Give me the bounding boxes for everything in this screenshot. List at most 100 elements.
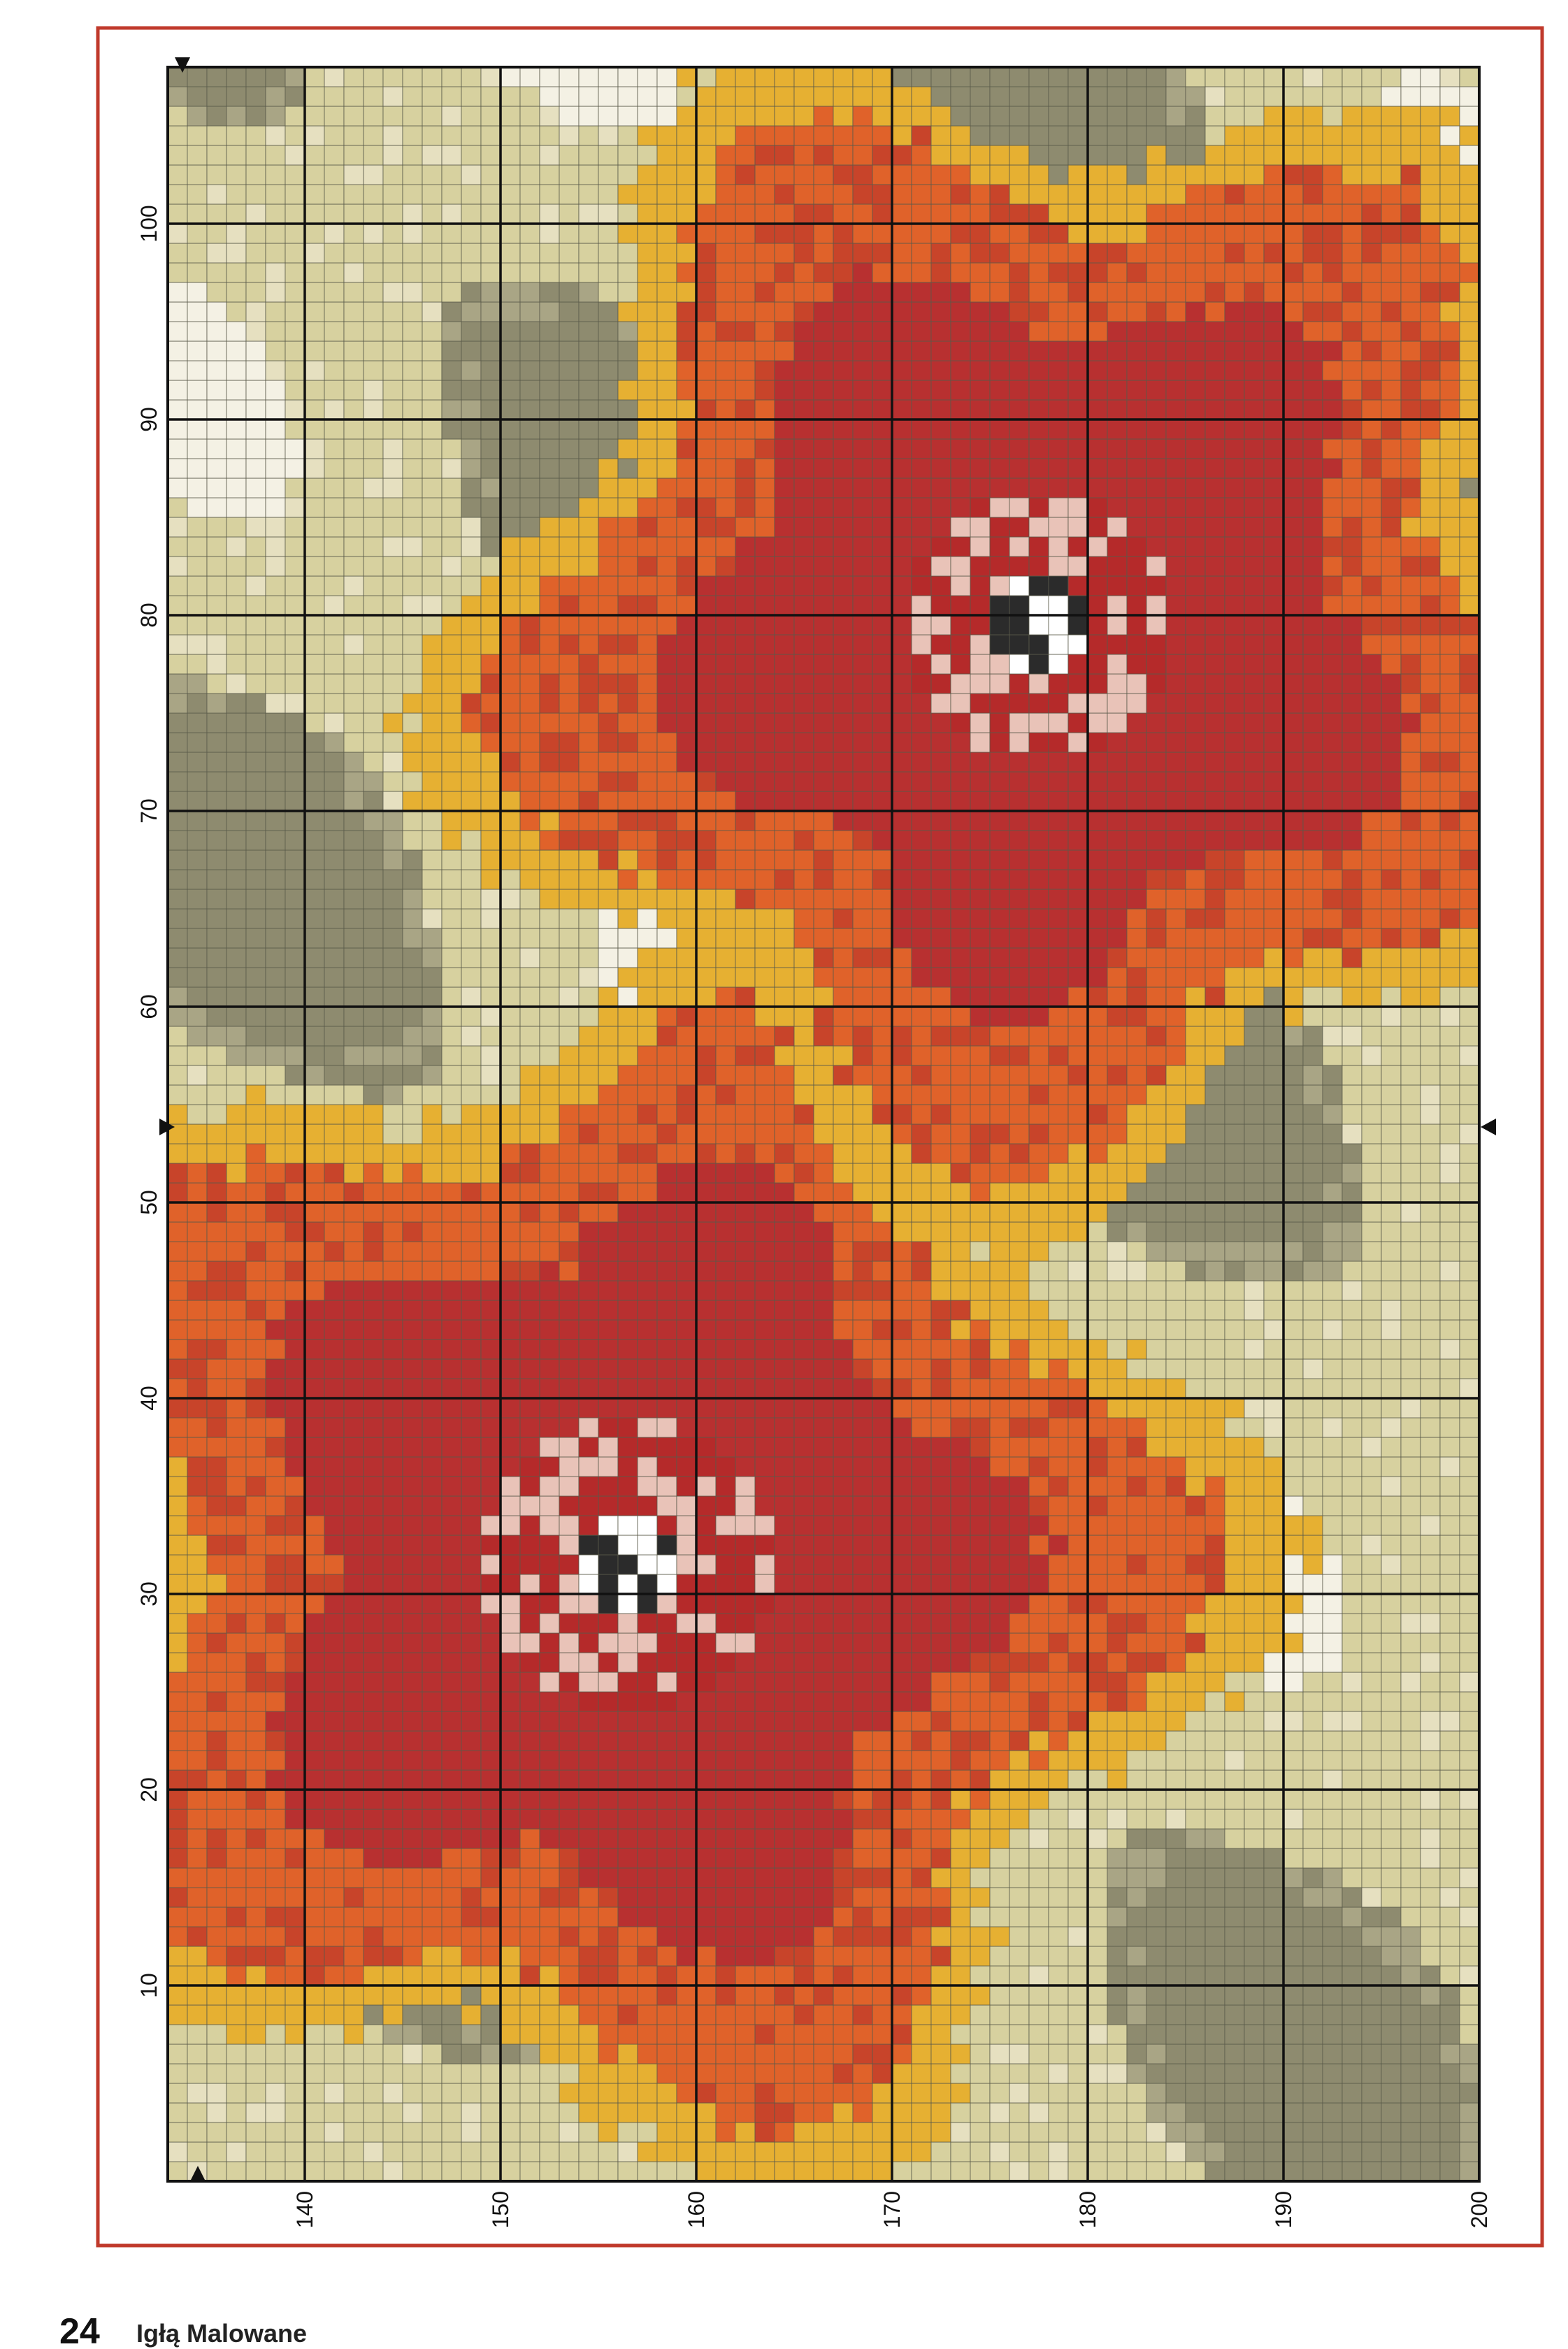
stitch — [578, 947, 599, 968]
stitch — [343, 712, 364, 733]
stitch — [402, 1260, 423, 1281]
stitch — [1185, 1515, 1206, 1536]
stitch — [617, 869, 638, 890]
stitch — [382, 2161, 403, 2182]
stitch — [970, 1730, 991, 1751]
stitch — [1420, 1006, 1441, 1027]
stitch — [1381, 1084, 1402, 1105]
stitch — [441, 1241, 462, 1262]
stitch — [1322, 1730, 1343, 1751]
stitch — [441, 1946, 462, 1967]
stitch — [1126, 928, 1147, 949]
stitch — [480, 810, 501, 831]
stitch — [1400, 967, 1421, 988]
stitch — [1067, 986, 1088, 1007]
stitch — [285, 986, 305, 1007]
stitch — [1302, 1789, 1323, 1810]
stitch — [285, 889, 305, 910]
stitch — [519, 2083, 540, 2104]
stitch — [1224, 1202, 1245, 1223]
stitch — [441, 1300, 462, 1321]
stitch — [1322, 1104, 1343, 1125]
stitch — [1459, 732, 1480, 753]
stitch — [656, 1769, 677, 1790]
stitch — [715, 1182, 736, 1203]
stitch — [637, 2161, 658, 2182]
stitch — [206, 1300, 227, 1321]
stitch — [206, 2063, 227, 2084]
stitch — [461, 928, 482, 949]
stitch — [696, 967, 717, 988]
stitch — [1283, 1026, 1304, 1047]
stitch — [324, 1319, 345, 1340]
stitch — [559, 1417, 580, 1438]
stitch — [1322, 1789, 1343, 1810]
stitch — [519, 830, 540, 851]
stitch — [1283, 1985, 1304, 2006]
stitch — [1342, 1730, 1362, 1751]
stitch — [441, 1378, 462, 1399]
stitch — [1263, 2024, 1284, 2045]
stitch — [519, 1946, 540, 1967]
stitch — [1302, 1769, 1323, 1790]
stitch — [833, 732, 854, 753]
stitch — [1322, 1006, 1343, 1027]
stitch — [970, 1260, 991, 1281]
stitch — [1263, 1985, 1284, 2006]
stitch — [813, 1574, 834, 1595]
stitch — [559, 869, 580, 890]
stitch — [1028, 2043, 1049, 2064]
stitch — [461, 849, 482, 870]
stitch — [1009, 752, 1030, 773]
stitch — [1224, 1417, 1245, 1438]
stitch — [1361, 1809, 1382, 1830]
stitch — [1028, 1965, 1049, 1986]
stitch — [1302, 869, 1323, 890]
stitch — [187, 1495, 208, 1516]
stitch — [304, 1319, 325, 1340]
stitch — [1361, 1456, 1382, 1477]
stitch — [1459, 1848, 1480, 1869]
stitch — [1400, 1182, 1421, 1203]
stitch — [559, 791, 580, 812]
stitch — [226, 1848, 247, 1869]
stitch — [696, 1632, 717, 1653]
stitch — [1263, 771, 1284, 792]
stitch — [1400, 2102, 1421, 2123]
stitch — [265, 1123, 286, 1144]
stitch — [324, 2122, 345, 2143]
stitch — [1067, 1398, 1088, 1418]
stitch — [226, 1241, 247, 1262]
stitch — [1048, 1456, 1069, 1477]
stitch — [1204, 1378, 1225, 1399]
stitch — [187, 1848, 208, 1869]
stitch — [676, 1965, 697, 1986]
stitch — [226, 1163, 247, 1184]
stitch — [930, 889, 951, 910]
stitch — [324, 752, 345, 773]
stitch — [911, 1065, 932, 1086]
stitch — [1322, 1260, 1343, 1281]
stitch — [813, 1828, 834, 1849]
stitch — [167, 791, 188, 812]
stitch — [656, 1378, 677, 1399]
stitch — [852, 1221, 873, 1242]
stitch — [715, 1515, 736, 1536]
stitch — [735, 2083, 756, 2104]
stitch — [637, 869, 658, 890]
stitch — [382, 1769, 403, 1790]
stitch — [911, 1574, 932, 1595]
stitch — [1009, 732, 1030, 753]
stitch — [559, 2122, 580, 2143]
stitch — [1361, 1202, 1382, 1223]
stitch — [187, 1946, 208, 1967]
stitch — [833, 1045, 854, 1066]
stitch — [382, 1711, 403, 1732]
stitch — [1087, 1672, 1108, 1693]
stitch — [500, 2083, 521, 2104]
stitch — [1361, 869, 1382, 890]
stitch — [324, 1202, 345, 1223]
stitch — [930, 928, 951, 949]
stitch — [1028, 1789, 1049, 1810]
